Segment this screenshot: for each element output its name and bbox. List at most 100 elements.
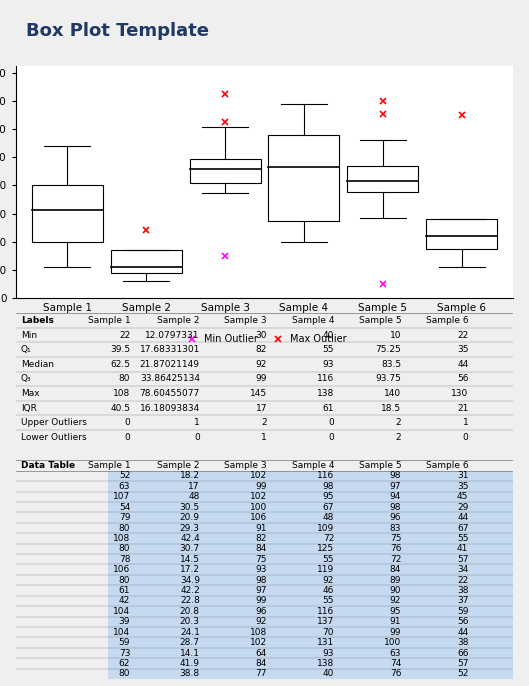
Text: 62: 62	[119, 659, 130, 668]
Text: 59: 59	[118, 638, 130, 647]
Text: 28.7: 28.7	[180, 638, 200, 647]
Text: 109: 109	[317, 523, 334, 532]
Text: 1: 1	[194, 418, 200, 427]
Text: 30.7: 30.7	[180, 545, 200, 554]
Text: 91: 91	[256, 523, 267, 532]
Text: 107: 107	[113, 493, 130, 501]
Text: 140: 140	[384, 389, 402, 398]
Text: 83.5: 83.5	[381, 360, 402, 369]
Bar	[111, 250, 181, 273]
Text: 61: 61	[323, 403, 334, 413]
Text: 96: 96	[256, 607, 267, 616]
Text: 57: 57	[457, 555, 468, 564]
Text: Sample 3: Sample 3	[224, 316, 267, 325]
Text: 98: 98	[323, 482, 334, 490]
Text: 39.5: 39.5	[110, 345, 130, 354]
Text: 73: 73	[118, 648, 130, 658]
Text: 94: 94	[390, 493, 402, 501]
Text: Sample 1: Sample 1	[88, 316, 130, 325]
Text: Data Table: Data Table	[21, 461, 75, 470]
Text: 17: 17	[256, 403, 267, 413]
Text: 93.75: 93.75	[376, 375, 402, 383]
Text: 2: 2	[396, 418, 402, 427]
Text: 30: 30	[256, 331, 267, 340]
Text: 74: 74	[390, 659, 402, 668]
Text: 22: 22	[119, 331, 130, 340]
Text: 80: 80	[118, 545, 130, 554]
Text: 97: 97	[256, 586, 267, 595]
Text: Median: Median	[21, 360, 54, 369]
Text: 61: 61	[118, 586, 130, 595]
Text: 116: 116	[317, 471, 334, 480]
Text: 93: 93	[256, 565, 267, 574]
Text: 102: 102	[250, 493, 267, 501]
Text: 54: 54	[119, 503, 130, 512]
Bar	[32, 185, 103, 242]
Text: 35: 35	[457, 345, 468, 354]
Text: 84: 84	[256, 545, 267, 554]
Text: 0: 0	[329, 418, 334, 427]
Text: 145: 145	[250, 389, 267, 398]
Bar	[189, 159, 261, 182]
Text: 30.5: 30.5	[180, 503, 200, 512]
Text: Sample 1: Sample 1	[88, 461, 130, 470]
Text: 138: 138	[317, 659, 334, 668]
Text: 95: 95	[390, 607, 402, 616]
Text: 80: 80	[118, 375, 130, 383]
Text: 95: 95	[323, 493, 334, 501]
Text: 48: 48	[188, 493, 200, 501]
Text: 38: 38	[457, 638, 468, 647]
Text: 34: 34	[457, 565, 468, 574]
Text: 78.60455077: 78.60455077	[140, 389, 200, 398]
Text: 108: 108	[113, 389, 130, 398]
Text: 83: 83	[390, 523, 402, 532]
Text: 96: 96	[390, 513, 402, 522]
Legend: Min Outlier, Max Outlier: Min Outlier, Max Outlier	[178, 331, 351, 348]
Text: Sample 2: Sample 2	[157, 316, 200, 325]
Text: 104: 104	[113, 607, 130, 616]
Text: 102: 102	[250, 471, 267, 480]
Text: 59: 59	[457, 607, 468, 616]
Text: 57: 57	[457, 659, 468, 668]
Text: 20.3: 20.3	[180, 617, 200, 626]
Text: Box Plot Template: Box Plot Template	[26, 22, 209, 40]
Text: 42: 42	[119, 596, 130, 606]
Text: 35: 35	[457, 482, 468, 490]
Text: 0: 0	[124, 418, 130, 427]
Text: Upper Outliers: Upper Outliers	[21, 418, 87, 427]
Text: 108: 108	[113, 534, 130, 543]
Text: 131: 131	[317, 638, 334, 647]
Text: 0: 0	[194, 433, 200, 442]
Text: 119: 119	[317, 565, 334, 574]
Text: 44: 44	[457, 513, 468, 522]
Text: Q₁: Q₁	[21, 345, 31, 354]
Text: 44: 44	[457, 360, 468, 369]
Text: 130: 130	[451, 389, 468, 398]
Text: 77: 77	[256, 670, 267, 678]
Text: 17.68331301: 17.68331301	[140, 345, 200, 354]
Text: 66: 66	[457, 648, 468, 658]
Text: Sample 3: Sample 3	[224, 461, 267, 470]
Text: 40: 40	[323, 331, 334, 340]
Text: 1: 1	[261, 433, 267, 442]
Text: 72: 72	[390, 555, 402, 564]
Text: 99: 99	[390, 628, 402, 637]
Text: 99: 99	[256, 596, 267, 606]
Text: 92: 92	[323, 576, 334, 584]
Text: 18.5: 18.5	[381, 403, 402, 413]
Text: 98: 98	[256, 576, 267, 584]
Text: 38.8: 38.8	[180, 670, 200, 678]
Text: 67: 67	[323, 503, 334, 512]
Text: 72: 72	[323, 534, 334, 543]
Text: 55: 55	[323, 345, 334, 354]
Text: 76: 76	[390, 670, 402, 678]
Text: Labels: Labels	[21, 316, 54, 325]
Text: 12.0797331: 12.0797331	[145, 331, 200, 340]
Text: 76: 76	[390, 545, 402, 554]
Text: 106: 106	[250, 513, 267, 522]
Text: 56: 56	[457, 617, 468, 626]
Text: 116: 116	[317, 607, 334, 616]
Text: 55: 55	[323, 555, 334, 564]
Text: Sample 6: Sample 6	[426, 316, 468, 325]
Text: 40.5: 40.5	[110, 403, 130, 413]
